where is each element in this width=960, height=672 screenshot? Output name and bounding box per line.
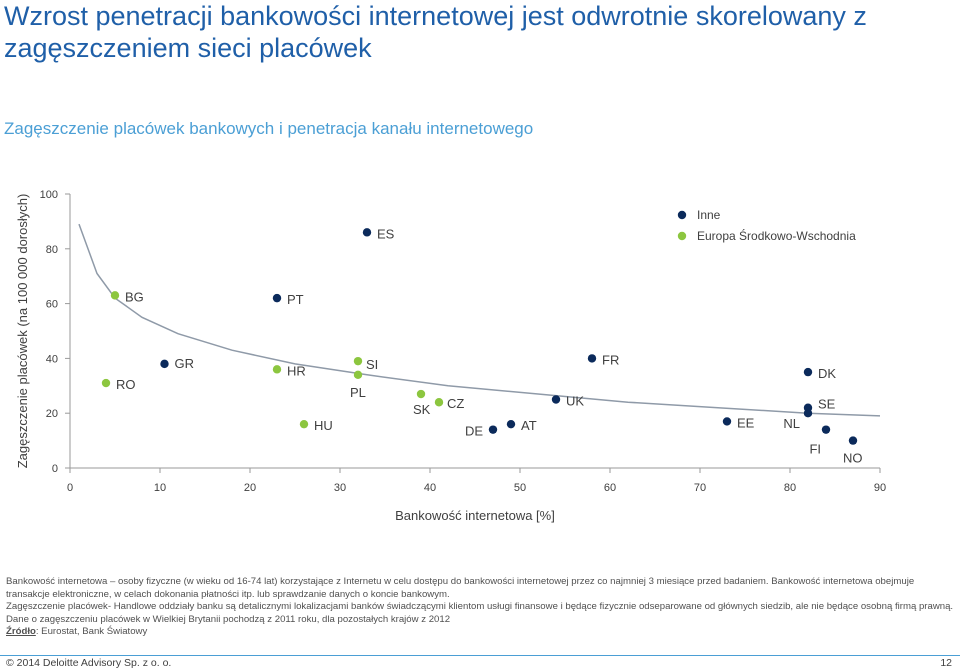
y-tick-label: 100 [40, 189, 58, 201]
page-number: 12 [940, 657, 952, 669]
legend: Inne Europa Środkowo-Wschodnia [677, 208, 856, 243]
data-point-nl [803, 409, 813, 418]
trendline [78, 223, 881, 417]
data-point-gr [160, 359, 169, 369]
point-label-ro: RO [116, 377, 136, 392]
point-label-dk: DK [818, 366, 836, 381]
x-tick-label: 10 [154, 482, 166, 494]
point-label-es: ES [377, 226, 395, 241]
data-point-bg [110, 291, 120, 300]
x-tick-label: 60 [604, 482, 616, 494]
data-point-ee [722, 417, 732, 426]
y-axis-label: Zagęszczenie placówek (na 100 000 dorosł… [15, 194, 30, 469]
data-point-sk [416, 389, 426, 399]
footnotes: Bankowość internetowa – osoby fizyczne (… [6, 576, 958, 639]
note-source: Źródło: Eurostat, Bank Światowy [6, 626, 958, 639]
legend-label-0: Inne [697, 208, 721, 222]
x-tick-label: 40 [424, 482, 436, 494]
point-label-pl: PL [350, 385, 366, 400]
data-point-fi [821, 425, 831, 434]
data-point-fr [587, 354, 597, 363]
point-label-ee: EE [737, 415, 755, 430]
x-tick-label: 0 [67, 482, 73, 494]
source-label: Źródło [6, 626, 36, 638]
y-tick-label: 40 [46, 353, 58, 365]
chart-subtitle: Zagęszczenie placówek bankowych i penetr… [4, 119, 534, 138]
point-label-bg: BG [125, 289, 144, 304]
point-label-uk: UK [566, 394, 584, 409]
point-label-hr: HR [287, 363, 306, 378]
data-point-hr [272, 365, 282, 374]
data-point-at [506, 419, 516, 429]
point-label-no: NO [843, 451, 863, 466]
legend-label-1: Europa Środkowo-Wschodnia [697, 228, 856, 243]
point-label-hu: HU [314, 418, 333, 433]
data-point-de [488, 425, 498, 434]
point-label-pt: PT [287, 292, 304, 307]
data-point-hu [299, 419, 309, 429]
x-axis-label: Bankowość internetowa [%] [395, 508, 555, 523]
x-tick-label: 50 [514, 482, 526, 494]
point-label-nl: NL [783, 416, 800, 431]
y-tick-label: 0 [52, 463, 58, 475]
x-tick-label: 90 [874, 482, 886, 494]
footer-divider [0, 655, 960, 656]
x-tick-label: 20 [244, 482, 256, 494]
x-tick-label: 80 [784, 482, 796, 494]
data-point-es [362, 228, 372, 237]
data-point-cz [434, 398, 444, 407]
y-tick-label: 80 [46, 244, 58, 256]
y-tick-label: 60 [46, 299, 58, 311]
data-point-dk [803, 367, 813, 377]
x-tick-label: 70 [694, 482, 706, 494]
point-label-fi: FI [809, 442, 821, 457]
trendline-group [78, 223, 881, 417]
point-label-gr: GR [175, 356, 195, 371]
data-point-pl [353, 370, 363, 380]
point-label-at: AT [521, 418, 537, 433]
note-branch-density: Zagęszczenie placówek- Handlowe oddziały… [6, 601, 954, 625]
source-text: : Eurostat, Bank Światowy [35, 626, 148, 638]
point-label-sk: SK [413, 402, 431, 417]
scatter-chart: Zagęszczenie placówek (na 100 000 dorosł… [15, 189, 886, 523]
axes: 0 20 40 60 80 100 0 10 20 30 40 50 60 70 80 90 Bankowość… [40, 189, 886, 523]
data-point-no [848, 436, 858, 445]
page-title: Wzrost penetracji bankowości internetowe… [4, 1, 867, 63]
data-point-ro [101, 378, 111, 388]
x-tick-label: 30 [334, 482, 346, 494]
y-tick-label: 20 [46, 408, 58, 420]
point-label-fr: FR [602, 352, 619, 367]
note-online-banking: Bankowość internetowa – osoby fizyczne (… [6, 576, 915, 600]
point-label-se: SE [818, 397, 836, 412]
data-point-si [353, 356, 363, 366]
legend-marker-0 [677, 210, 687, 220]
y-axis-label-group: Zagęszczenie placówek (na 100 000 dorosł… [15, 194, 30, 469]
point-label-de: DE [465, 424, 483, 439]
point-label-cz: CZ [447, 396, 464, 411]
legend-marker-1 [677, 231, 687, 241]
point-label-si: SI [366, 357, 378, 372]
copyright: © 2014 Deloitte Advisory Sp. z o. o. [6, 657, 172, 669]
data-point-uk [551, 395, 561, 404]
data-point-pt [272, 293, 282, 303]
